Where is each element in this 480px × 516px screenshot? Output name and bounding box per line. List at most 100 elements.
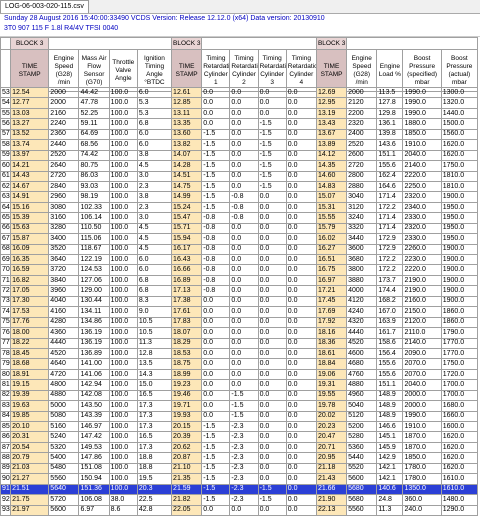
table-row[interactable]: 88 20.79 5400 147.86 100.0 18.8 20.87 -1.5 -2.3 0…	[0, 452, 479, 464]
column-header[interactable]: Engine Speed (G28) /min	[346, 49, 378, 92]
table-cell: -1.5	[201, 180, 231, 193]
column-header[interactable]: Timing Retardation Cylinder 4	[285, 49, 317, 92]
table-cell: 0.0	[285, 212, 317, 224]
table-row[interactable]: 54 12.77 2000 47.78 100.0 5.3 12.85 0.0 0.0 0.0 0.…	[0, 97, 479, 109]
table-cell: 142.9	[376, 452, 404, 464]
table-row[interactable]: 60 14.21 2640 80.75 100.0 4.5 14.28 -1.5 0.0 -1.5…	[0, 160, 479, 172]
table-row[interactable]: 66 15.63 3280 110.50 100.0 4.5 15.71 -0.8 0.0 0.0…	[0, 222, 479, 235]
table-row[interactable]: 63 14.91 2960 98.19 100.0 3.8 14.99 -1.5 -0.8 0.0…	[0, 191, 479, 203]
table-row[interactable]: 72 17.05 3960 129.00 100.0 6.8 17.13 -0.8 0.0 0.0…	[0, 285, 479, 297]
table-cell: 134.86	[78, 316, 110, 329]
table-row[interactable]: 70 16.59 3720 124.53 100.0 6.0 16.66 -0.8 0.0 0.0…	[0, 264, 479, 276]
table-cell: 155.6	[376, 368, 404, 381]
column-header[interactable]: Engine Speed (G28) /min	[48, 49, 80, 92]
table-cell: 4680	[346, 358, 378, 370]
table-cell: 1660.0	[440, 410, 479, 423]
table-cell: 0.0	[257, 285, 287, 297]
table-row[interactable]: 85 20.10 5160 146.97 100.0 17.3 20.15 -1.5 -2.3 0…	[0, 420, 479, 433]
table-cell: 4360	[48, 327, 80, 339]
table-row[interactable]: 86 20.31 5240 147.42 100.0 16.5 20.39 -1.5 -2.3 0…	[0, 431, 479, 443]
column-header[interactable]: Timing Retardation Cylinder 3	[257, 49, 287, 92]
table-row[interactable]: 58 13.74 2440 68.56 100.0 6.0 13.82 -1.5 0.0 -1.5…	[0, 139, 479, 151]
time-stamp-cell: 15.24	[171, 201, 203, 214]
table-row[interactable]: 57 13.52 2360 64.69 100.0 6.0 13.60 -1.5 0.0 -1.5…	[0, 128, 479, 141]
column-header[interactable]: Boost Pressure (specified) mbar	[402, 49, 442, 92]
table-cell: 0.0	[229, 233, 259, 245]
table-row[interactable]: 77 18.22 4440 136.19 100.0 11.3 18.29 0.0 0.0 0.0…	[0, 337, 479, 349]
table-row[interactable]: 56 13.27 2240 59.11 100.0 6.8 13.35 0.0 0.0 -1.5 0…	[0, 118, 479, 130]
time-stamp-cell: 18.91	[10, 368, 50, 381]
table-row[interactable]: 75 17.76 4280 134.86 100.0 10.5 17.83 0.0 0.0 0.0…	[0, 316, 479, 329]
table-row[interactable]: 89 21.03 5480 151.08 100.0 18.8 21.10 -1.5 -2.3 0…	[0, 462, 479, 475]
table-row[interactable]: 61 14.43 2720 86.03 100.0 3.0 14.51 -1.5 0.0 -1.5…	[0, 170, 479, 182]
table-row[interactable]: 92 21.75 5720 106.08 38.0 22.5 21.82 -1.5 -2.3 -1…	[0, 494, 479, 506]
table-cell: 86.03	[78, 170, 110, 182]
table-cell: 1350.0	[402, 483, 442, 496]
table-row[interactable]: 81 19.15 4800 142.94 100.0 15.0 19.23 0.0 0.0 0.0…	[0, 379, 479, 391]
file-tab[interactable]: LOG-06-003-020-115.csv	[0, 0, 89, 13]
table-row[interactable]: 73 17.30 4040 130.44 100.0 8.3 17.38 0.0 0.0 0.0 0…	[0, 295, 479, 308]
table-cell: 6.0	[136, 86, 173, 99]
table-cell: 0.0	[201, 327, 231, 339]
column-header[interactable]: Mass Air Flow Sensor (G70)	[78, 49, 110, 92]
table-cell: 68.56	[78, 139, 110, 151]
table-cell: 0.0	[285, 327, 317, 339]
table-row[interactable]: 82 19.39 4880 142.08 100.0 16.5 19.46 0.0 -1.5 0.…	[0, 389, 479, 402]
column-header[interactable]: Timing Retardation Cylinder 1	[201, 49, 231, 92]
time-stamp-cell: 20.47	[315, 431, 348, 443]
table-cell: 1700.0	[440, 379, 479, 391]
table-row[interactable]: 69 16.35 3640 122.19 100.0 6.0 16.43 -0.8 0.0 0.0…	[0, 253, 479, 266]
time-stamp-cell: 17.21	[315, 285, 348, 297]
table-cell: 100.0	[108, 316, 138, 329]
table-cell: 4280	[48, 316, 80, 329]
table-row[interactable]: 55 13.03 2160 52.25 100.0 5.3 13.11 0.0 0.0 0.0 0.…	[0, 107, 479, 120]
row-number: 77	[0, 337, 12, 349]
table-cell: 1770.0	[440, 347, 479, 360]
table-cell: 3.0	[136, 170, 173, 182]
column-header[interactable]: Throttle Valve Angle	[108, 49, 138, 92]
table-row[interactable]: 59 13.97 2520 74.42 100.0 3.8 14.07 -1.5 0.0 -1.5…	[0, 149, 479, 162]
table-row[interactable]: 93 21.97 5600 6.97 8.6 42.8 22.05 0.0 0.0 0.0 0.0 2…	[0, 504, 479, 516]
table-row[interactable]: 78 18.45 4520 136.89 100.0 12.8 18.53 0.0 0.0 0.0…	[0, 347, 479, 360]
table-cell: 5560	[48, 473, 80, 485]
row-number-header	[0, 49, 12, 92]
table-row[interactable]: 71 16.82 3840 127.06 100.0 6.8 16.89 -0.8 0.0 0.0…	[0, 274, 479, 287]
table-row[interactable]: 90 21.27 5560 150.94 100.0 19.5 21.35 -1.5 -2.3 0…	[0, 473, 479, 485]
table-row[interactable]: 74 17.53 4160 134.11 100.0 9.0 17.61 0.0 0.0 0.0 0…	[0, 306, 479, 318]
time-stamp-cell: 18.53	[171, 347, 203, 360]
table-cell: 143.50	[78, 400, 110, 412]
table-cell: 151.36	[78, 483, 110, 496]
table-cell: 2070.0	[402, 368, 442, 381]
row-number: 81	[0, 379, 12, 391]
column-header[interactable]: Boost Pressure (actual) mbar	[440, 49, 479, 92]
table-cell: 4760	[346, 368, 378, 381]
table-row[interactable]: 67 15.87 3400 115.06 100.0 4.5 15.94 -0.8 0.0 0.0…	[0, 233, 479, 245]
table-row[interactable]: 83 19.63 5000 143.50 100.0 17.3 19.71 0.0 -1.5 0.…	[0, 400, 479, 412]
table-row[interactable]: 64 15.16 3080 102.33 100.0 2.3 15.24 -1.5 -0.8 0.…	[0, 201, 479, 214]
table-row[interactable]: 79 18.68 4640 141.00 100.0 13.5 18.75 0.0 0.0 0.0…	[0, 358, 479, 370]
table-row[interactable]: 62 14.67 2840 93.03 100.0 2.3 14.75 -1.5 0.0 -1.5…	[0, 180, 479, 193]
table-row[interactable]: 76 18.00 4360 136.19 100.0 10.5 18.07 0.0 0.0 0.0…	[0, 327, 479, 339]
table-row[interactable]: 91 21.51 5640 151.36 100.0 20.3 21.59 -1.5 -2.3-…	[0, 483, 479, 496]
column-header[interactable]: Timing Retardation Cylinder 2	[229, 49, 259, 92]
table-cell: 5600	[346, 473, 378, 485]
column-header[interactable]: TIME STAMP	[171, 49, 203, 92]
column-header[interactable]: Engine Load %	[376, 49, 404, 92]
time-stamp-cell: 18.68	[10, 358, 50, 370]
table-row[interactable]: 80 18.91 4720 141.06 100.0 14.3 18.99 0.0 0.0 0.0…	[0, 368, 479, 381]
table-row[interactable]: 65 15.39 3160 106.14 100.0 3.0 15.47 -0.8 -0.8 0.…	[0, 212, 479, 224]
column-header[interactable]: TIME STAMP	[10, 49, 50, 92]
time-stamp-cell: 16.17	[171, 243, 203, 256]
time-stamp-cell: 13.52	[10, 128, 50, 141]
column-header[interactable]: Ignition Timing Angle °BTDC	[136, 49, 173, 92]
table-cell: 0.0	[201, 389, 231, 402]
table-row[interactable]: 53 12.54 2000 44.42 100.0 6.0 12.61 0.0 0.0 0.0 0.…	[0, 86, 479, 99]
row-number: 89	[0, 462, 12, 475]
column-header[interactable]: TIME STAMP	[315, 49, 348, 92]
table-row[interactable]: 68 16.09 3520 118.67 100.0 4.5 16.17 -0.8 0.0 0.0…	[0, 243, 479, 256]
table-cell: 0.0	[201, 97, 231, 109]
table-cell: 2520	[346, 139, 378, 151]
table-row[interactable]: 87 20.54 5320 149.53 100.0 17.3 20.62 -1.5 -2.3 0…	[0, 441, 479, 454]
table-cell: 0.0	[257, 504, 287, 516]
table-row[interactable]: 84 19.85 5080 143.39 100.0 17.3 19.93 0.0 -1.5 0.…	[0, 410, 479, 423]
